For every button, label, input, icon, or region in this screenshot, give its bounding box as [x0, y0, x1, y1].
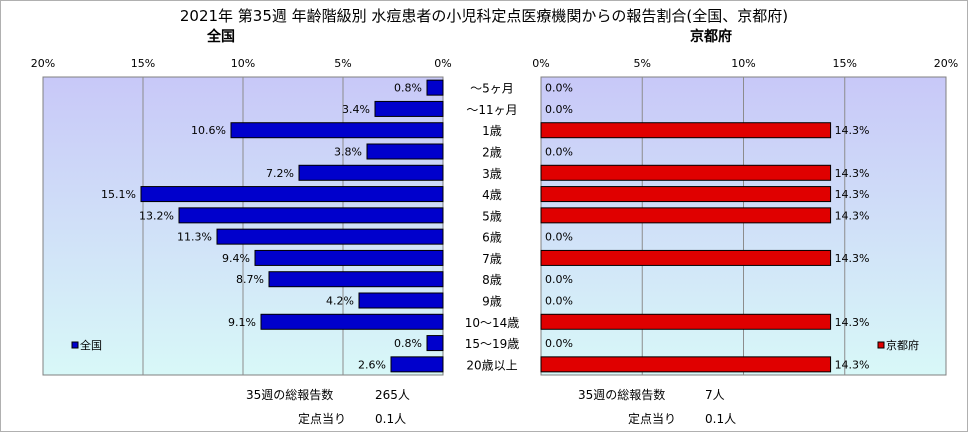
national-bar — [178, 207, 444, 224]
kyoto-value-label: 14.3% — [835, 124, 870, 137]
kyoto-value-label: 0.0% — [545, 337, 573, 350]
national-bar — [390, 356, 444, 373]
national-x-tick-label: 0% — [434, 57, 451, 70]
kyoto-value-label: 14.3% — [835, 358, 870, 371]
category-label: 20歳以上 — [466, 358, 517, 372]
national-bar — [298, 164, 444, 181]
category-label: 8歳 — [482, 273, 502, 287]
kyoto-x-tick-label: 10% — [731, 57, 755, 70]
category-label: 9歳 — [482, 295, 502, 309]
kyoto-value-label: 0.0% — [545, 231, 573, 244]
kyoto-value-label: 0.0% — [545, 103, 573, 116]
chart-title: 2021年 第35週 年齢階級別 水痘患者の小児科定点医療機関からの報告割合(全… — [179, 7, 789, 25]
national-legend-swatch — [71, 341, 79, 349]
kyoto-legend-label: 京都府 — [886, 338, 919, 352]
national-bar — [216, 228, 444, 245]
national-value-label: 13.2% — [139, 209, 174, 222]
kyoto-per-value: 0.1人 — [705, 412, 737, 426]
kyoto-value-label: 14.3% — [835, 209, 870, 222]
category-label: 6歳 — [482, 231, 502, 245]
category-label: 2歳 — [482, 146, 502, 160]
category-label: ～11ヶ月 — [466, 103, 517, 117]
national-value-label: 3.4% — [342, 103, 370, 116]
national-value-label: 7.2% — [266, 167, 294, 180]
category-label: 7歳 — [482, 252, 502, 266]
kyoto-value-label: 0.0% — [545, 82, 573, 95]
kyoto-value-label: 14.3% — [835, 167, 870, 180]
kyoto-value-label: 0.0% — [545, 146, 573, 159]
national-x-tick-label: 5% — [334, 57, 351, 70]
national-value-label: 9.1% — [228, 316, 256, 329]
national-total-label: 35週の総報告数 — [246, 388, 334, 402]
national-per-value: 0.1人 — [375, 412, 407, 426]
kyoto-x-tick-label: 0% — [532, 57, 549, 70]
category-label: 3歳 — [482, 167, 502, 181]
category-label: 15～19歳 — [465, 337, 520, 351]
kyoto-value-label: 0.0% — [545, 295, 573, 308]
category-label: ～5ヶ月 — [470, 82, 514, 96]
national-x-tick-label: 10% — [231, 57, 255, 70]
national-bar — [358, 292, 444, 309]
national-bar — [254, 249, 444, 266]
national-value-label: 11.3% — [177, 231, 212, 244]
national-total-value: 265人 — [375, 388, 410, 402]
national-bar — [426, 335, 444, 352]
category-label: 1歳 — [482, 124, 502, 138]
national-bar — [260, 313, 444, 330]
kyoto-value-label: 0.0% — [545, 273, 573, 286]
national-value-label: 8.7% — [236, 273, 264, 286]
national-bar — [140, 186, 444, 203]
national-value-label: 0.8% — [394, 82, 422, 95]
national-legend-label: 全国 — [80, 338, 102, 352]
national-bar — [230, 122, 444, 139]
national-bar — [366, 143, 444, 160]
national-value-label: 2.6% — [358, 358, 386, 371]
kyoto-total-label: 35週の総報告数 — [578, 388, 666, 402]
national-bar — [268, 271, 444, 288]
kyoto-value-label: 14.3% — [835, 188, 870, 201]
kyoto-x-tick-label: 20% — [934, 57, 958, 70]
kyoto-x-tick-label: 5% — [634, 57, 651, 70]
national-bar — [426, 79, 444, 96]
kyoto-total-value: 7人 — [705, 388, 725, 402]
kyoto-bar — [540, 164, 832, 181]
national-value-label: 10.6% — [191, 124, 226, 137]
national-value-label: 15.1% — [101, 188, 136, 201]
category-label: 5歳 — [482, 209, 502, 223]
national-value-label: 3.8% — [334, 146, 362, 159]
national-value-label: 9.4% — [222, 252, 250, 265]
kyoto-value-label: 14.3% — [835, 316, 870, 329]
category-label: 4歳 — [482, 188, 502, 202]
kyoto-panel-title: 京都府 — [690, 29, 732, 45]
national-x-tick-label: 15% — [131, 57, 155, 70]
national-per-label: 定点当り — [298, 412, 347, 426]
national-x-tick-label: 20% — [31, 57, 55, 70]
kyoto-per-label: 定点当り — [628, 412, 677, 426]
kyoto-bar — [540, 249, 832, 266]
national-panel-title: 全国 — [207, 29, 235, 45]
national-value-label: 0.8% — [394, 337, 422, 350]
kyoto-x-tick-label: 15% — [833, 57, 857, 70]
kyoto-value-label: 14.3% — [835, 252, 870, 265]
kyoto-bar — [540, 356, 832, 373]
kyoto-bar — [540, 122, 832, 139]
category-label: 10～14歳 — [465, 316, 520, 330]
kyoto-bar — [540, 186, 832, 203]
kyoto-bar — [540, 313, 832, 330]
kyoto-legend-swatch — [877, 341, 885, 349]
national-value-label: 4.2% — [326, 295, 354, 308]
national-bar — [374, 100, 444, 117]
kyoto-bar — [540, 207, 832, 224]
